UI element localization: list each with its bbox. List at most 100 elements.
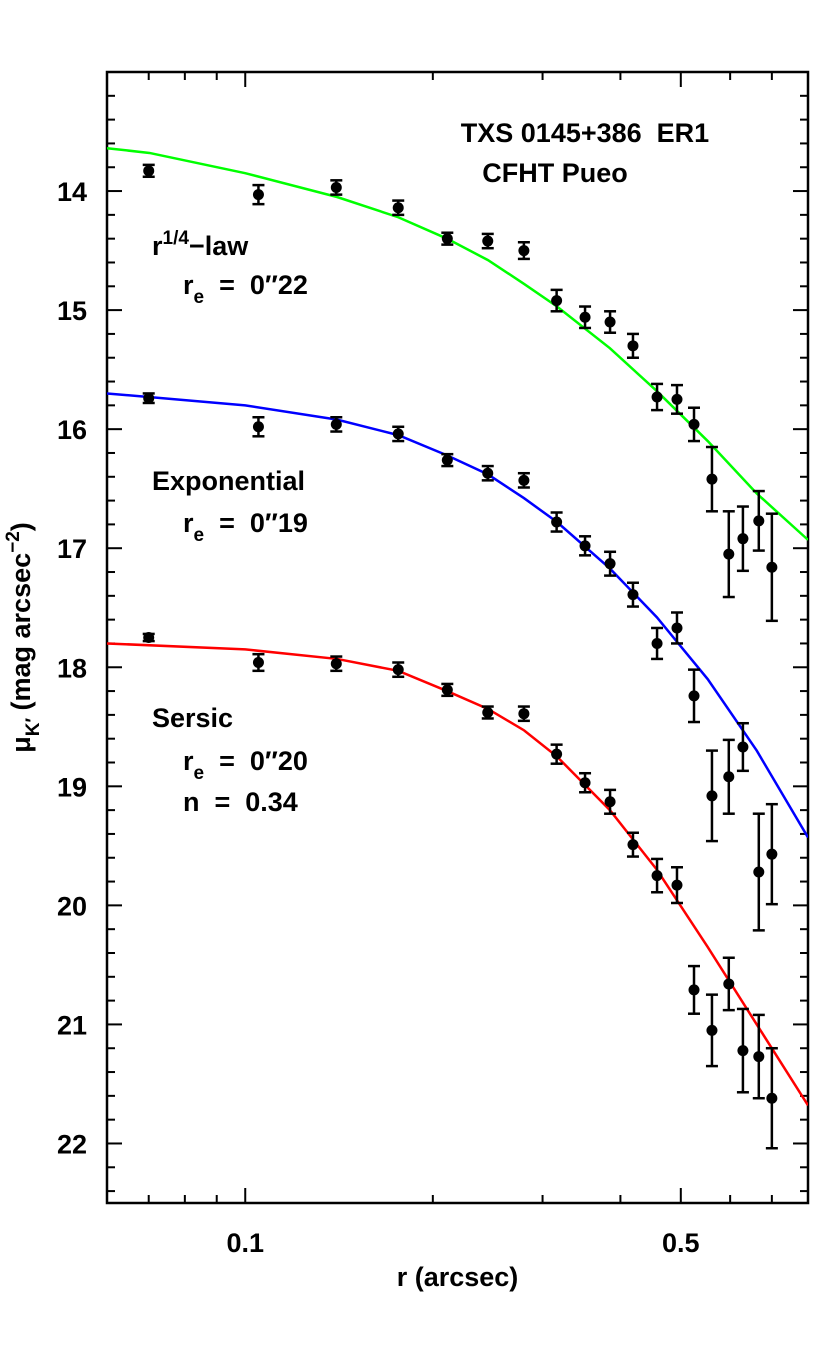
- data-point: [441, 684, 453, 696]
- data-point: [627, 340, 639, 352]
- data-point: [252, 189, 264, 201]
- data-point: [579, 311, 591, 323]
- data-point: [737, 741, 749, 753]
- annotation-part: r: [152, 231, 163, 261]
- annotation-part: r: [183, 746, 194, 776]
- data-point: [737, 1045, 749, 1057]
- annotation-part: TXS 0145+386 ER1: [461, 118, 709, 148]
- annotation-part: e: [194, 525, 205, 546]
- data-point: [392, 202, 404, 214]
- data-point: [651, 870, 663, 882]
- annotation: re = 0″19: [183, 508, 308, 546]
- data-point: [551, 295, 563, 307]
- x-tick-label: 0.1: [226, 1228, 264, 1258]
- data-point: [706, 473, 718, 485]
- annotation-part: Sersic: [152, 703, 233, 733]
- data-point: [766, 1092, 778, 1104]
- data-point: [579, 540, 591, 552]
- annotation-part: −law: [189, 231, 249, 261]
- data-point: [252, 657, 264, 669]
- data-point: [392, 428, 404, 440]
- data-point: [143, 165, 155, 177]
- data-point: [651, 637, 663, 649]
- data-point: [579, 777, 591, 789]
- data-point: [143, 632, 155, 643]
- data-point: [441, 454, 453, 466]
- data-point: [604, 316, 616, 328]
- y-axis-label-part: (mag arcsec: [6, 553, 36, 718]
- y-tick-label: 22: [57, 1129, 87, 1159]
- data-point: [723, 548, 735, 560]
- annotation: Sersic: [152, 703, 233, 733]
- data-point: [688, 690, 700, 702]
- plot-frame: [105, 70, 810, 1205]
- data-point: [723, 978, 735, 990]
- annotation-part: = 0″22: [204, 270, 308, 300]
- data-point: [753, 866, 765, 878]
- data-point: [627, 589, 639, 601]
- data-point: [706, 790, 718, 802]
- data-point: [252, 421, 264, 433]
- annotation-part: = 0″19: [204, 508, 308, 538]
- annotation: re = 0″22: [183, 270, 308, 308]
- data-point: [441, 233, 453, 245]
- annotation: TXS 0145+386 ER1: [461, 118, 709, 148]
- data-point: [688, 418, 700, 430]
- data-point: [518, 245, 530, 257]
- data-point: [753, 1051, 765, 1063]
- annotation: Exponential: [152, 466, 305, 496]
- model-curve: [107, 146, 808, 541]
- x-axis-label: r (arcsec): [397, 1262, 519, 1292]
- annotation: n = 0.34: [183, 787, 298, 817]
- annotation-part: 1/4: [163, 228, 190, 249]
- data-point: [766, 848, 778, 860]
- data-point: [766, 561, 778, 573]
- annotation-part: CFHT Pueo: [482, 158, 628, 188]
- data-point: [604, 558, 616, 570]
- data-point: [330, 181, 342, 193]
- data-point: [330, 418, 342, 430]
- data-point: [604, 796, 616, 808]
- data-point: [482, 707, 494, 719]
- annotation-part: n = 0.34: [183, 787, 298, 817]
- y-tick-label: 14: [57, 177, 87, 207]
- y-axis-label: μK′ (mag arcsec−2): [3, 522, 44, 753]
- annotation-part: Exponential: [152, 466, 305, 496]
- data-point: [330, 658, 342, 670]
- data-point: [753, 515, 765, 527]
- data-point: [518, 708, 530, 720]
- annotation: CFHT Pueo: [482, 158, 628, 188]
- data-point: [723, 771, 735, 783]
- data-point: [482, 467, 494, 479]
- data-point: [518, 474, 530, 486]
- data-point: [551, 516, 563, 528]
- y-tick-label: 16: [57, 415, 87, 445]
- y-tick-label: 20: [57, 891, 87, 921]
- data-point: [627, 839, 639, 851]
- annotation: re = 0″20: [183, 746, 308, 784]
- y-tick-label: 15: [57, 296, 87, 326]
- data-point: [392, 664, 404, 676]
- data-point: [482, 235, 494, 247]
- y-axis-label-part: K′: [23, 718, 44, 737]
- data-point: [551, 748, 563, 760]
- data-point: [651, 391, 663, 403]
- annotation: r1/4−law: [152, 228, 249, 261]
- y-tick-label: 18: [57, 653, 87, 683]
- data-point: [737, 533, 749, 545]
- data-point: [688, 984, 700, 996]
- data-point: [143, 392, 155, 404]
- x-tick-label: 0.5: [662, 1228, 700, 1258]
- data-point: [706, 1024, 718, 1036]
- annotation-part: r: [183, 270, 194, 300]
- y-axis-label-part: −2: [3, 531, 24, 553]
- data-point: [671, 879, 683, 891]
- annotation-part: = 0″20: [204, 746, 308, 776]
- y-axis-label-part: μ: [6, 736, 36, 753]
- data-point: [671, 622, 683, 634]
- annotation-part: r: [183, 508, 194, 538]
- annotation-part: e: [194, 287, 205, 308]
- y-tick-label: 17: [57, 534, 87, 564]
